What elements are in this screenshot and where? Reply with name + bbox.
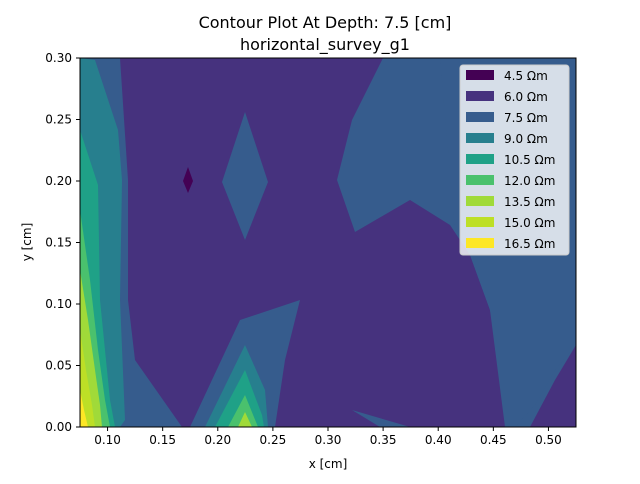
chart-title: Contour Plot At Depth: 7.5 [cm] <box>199 13 452 32</box>
legend-label: 9.0 Ωm <box>504 132 548 146</box>
y-axis-ticks: 0.00 0.05 0.10 0.15 0.20 0.25 0.30 <box>45 51 80 434</box>
legend-swatch <box>466 217 494 227</box>
x-tick-label: 0.45 <box>480 433 507 447</box>
y-tick-label: 0.30 <box>45 51 72 65</box>
chart-subtitle: horizontal_survey_g1 <box>240 35 410 55</box>
x-tick-label: 0.30 <box>315 433 342 447</box>
x-tick-label: 0.15 <box>149 433 176 447</box>
legend-label: 4.5 Ωm <box>504 69 548 83</box>
x-tick-label: 0.20 <box>204 433 231 447</box>
legend-swatch <box>466 133 494 143</box>
legend-swatch <box>466 70 494 80</box>
y-tick-label: 0.05 <box>45 359 72 373</box>
y-tick-label: 0.10 <box>45 297 72 311</box>
x-axis-label: x [cm] <box>309 457 348 471</box>
contour-region-12-0-bottom <box>228 395 258 427</box>
legend-label: 10.5 Ωm <box>504 153 555 167</box>
x-tick-label: 0.25 <box>260 433 287 447</box>
contour-region-13-5-bottom <box>238 412 252 427</box>
legend-label: 7.5 Ωm <box>504 111 548 125</box>
contour-region-16-5-left <box>80 390 88 427</box>
legend-label: 16.5 Ωm <box>504 237 555 251</box>
contour-region-7-5-diamond <box>222 112 268 240</box>
legend-label: 12.0 Ωm <box>504 174 555 188</box>
legend-label: 6.0 Ωm <box>504 90 548 104</box>
legend-label: 15.0 Ωm <box>504 216 555 230</box>
legend-label: 13.5 Ωm <box>504 195 555 209</box>
y-tick-label: 0.25 <box>45 113 72 127</box>
contour-region-15-0-left <box>80 330 95 427</box>
legend-swatch <box>466 238 494 248</box>
contour-region-4-5 <box>183 167 193 193</box>
legend-swatch <box>466 175 494 185</box>
y-tick-label: 0.00 <box>45 420 72 434</box>
x-tick-label: 0.50 <box>535 433 562 447</box>
y-tick-label: 0.20 <box>45 174 72 188</box>
legend-swatch <box>466 91 494 101</box>
x-tick-label: 0.35 <box>370 433 397 447</box>
legend-swatch <box>466 196 494 206</box>
legend-swatch <box>466 112 494 122</box>
legend-swatch <box>466 154 494 164</box>
y-axis-label: y [cm] <box>20 223 34 262</box>
legend: 4.5 Ωm 6.0 Ωm 7.5 Ωm 9.0 Ωm 10.5 Ωm 12.0 Ωm 13… <box>459 64 570 256</box>
x-tick-label: 0.10 <box>94 433 121 447</box>
x-tick-label: 0.40 <box>425 433 452 447</box>
x-axis-ticks: 0.10 0.15 0.20 0.25 0.30 0.35 0.40 0.45 0.50 <box>94 427 562 447</box>
y-tick-label: 0.15 <box>45 236 72 250</box>
contour-region-7-5-bottomright <box>352 410 410 427</box>
